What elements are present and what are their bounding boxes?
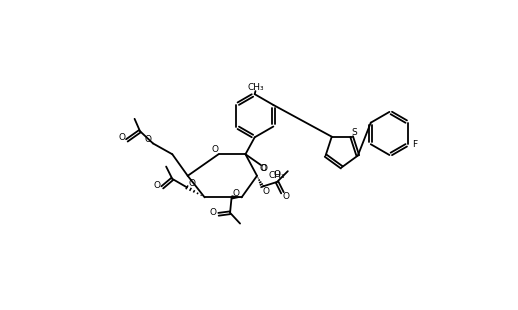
Text: O: O	[233, 189, 240, 198]
Text: O: O	[211, 145, 218, 154]
Text: O: O	[153, 181, 161, 190]
Text: O: O	[283, 192, 290, 201]
Text: O: O	[260, 164, 267, 173]
Text: F: F	[412, 140, 418, 149]
Text: O: O	[273, 170, 280, 179]
Text: O: O	[145, 135, 152, 144]
Text: O: O	[119, 133, 126, 142]
Text: O: O	[210, 208, 217, 217]
Polygon shape	[232, 195, 241, 200]
Text: S: S	[352, 128, 357, 137]
Text: O: O	[263, 187, 270, 196]
Text: O: O	[188, 179, 195, 188]
Text: O: O	[261, 164, 267, 173]
Text: CH₃: CH₃	[248, 83, 265, 92]
Text: CH₃: CH₃	[268, 170, 285, 179]
